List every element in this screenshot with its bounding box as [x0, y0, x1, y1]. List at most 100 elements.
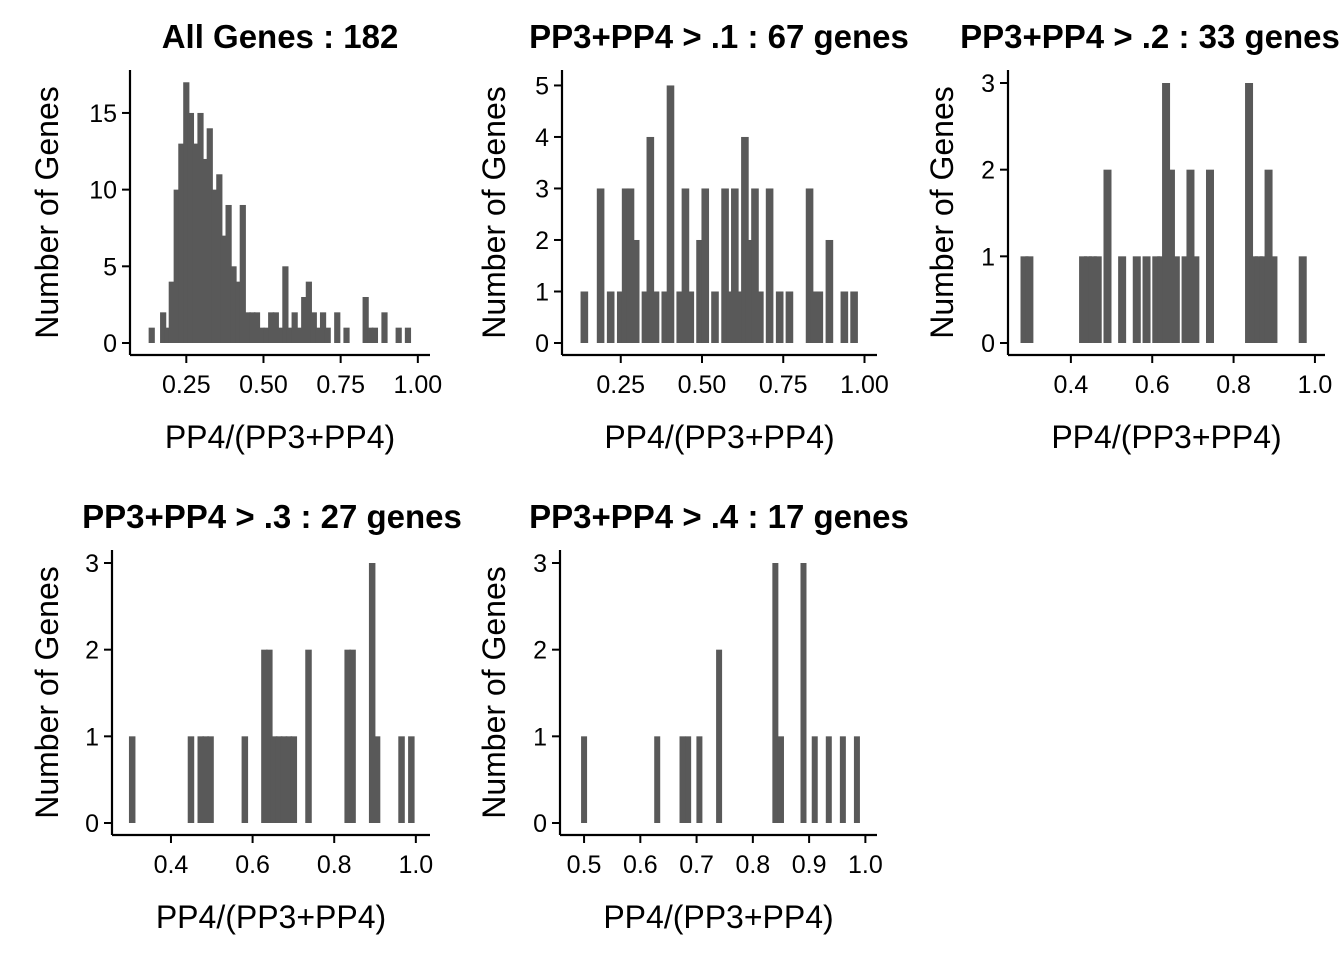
histogram-bar [654, 736, 661, 823]
x-tick-label: 0.8 [735, 851, 770, 879]
histogram-bar [621, 188, 630, 343]
histogram-bar [206, 128, 213, 343]
y-tick-label: 1 [535, 278, 549, 306]
histogram-bar [1254, 256, 1263, 343]
histogram-bar [1079, 256, 1088, 343]
histogram-bar [596, 188, 605, 343]
y-tick-label: 2 [981, 157, 995, 185]
histogram-bar [626, 188, 635, 343]
histogram-bar [148, 327, 155, 343]
y-tick-label: 1 [85, 723, 99, 751]
histogram-bar [696, 239, 704, 343]
histogram-bar [721, 188, 729, 343]
histogram-bar [606, 291, 615, 343]
histogram-bar [244, 312, 251, 343]
y-tick-label: 2 [535, 227, 549, 255]
histogram-bar [272, 312, 279, 343]
x-tick-label: 1.0 [398, 851, 433, 879]
histogram-bar [1264, 169, 1273, 343]
histogram-bar [731, 188, 739, 343]
histogram-bar [290, 736, 298, 823]
y-tick-label: 1 [533, 723, 547, 751]
histogram-bar [850, 291, 858, 343]
histogram-bar [408, 736, 415, 823]
panel-title: All Genes : 182 [162, 18, 399, 55]
histogram-bar [696, 736, 703, 823]
y-tick-label: 0 [535, 330, 549, 358]
histogram-bar [202, 736, 209, 823]
histogram-bar [296, 327, 303, 343]
histogram-bar [772, 563, 779, 823]
histogram-bar [661, 291, 670, 343]
y-tick-label: 0 [981, 330, 995, 358]
histogram-bar [285, 736, 293, 823]
histogram-panel-4: PP3+PP4 > .3 : 27 genes 0 1 2 3 0.4 0.6 0.8 1.0 P… [29, 498, 462, 935]
y-tick-label: 3 [533, 550, 547, 578]
histogram-bar [685, 736, 692, 823]
histogram-bar [1171, 256, 1180, 343]
histogram-bar [216, 174, 223, 343]
histogram-bar [160, 312, 167, 343]
histogram-bar [305, 649, 312, 823]
y-tick-label: 2 [85, 637, 99, 665]
histogram-bar [686, 291, 695, 343]
histogram-bar [839, 736, 846, 823]
histogram-bar [261, 649, 268, 823]
histogram-bar [258, 327, 265, 343]
y-tick-label: 15 [89, 100, 117, 128]
histogram-bar [373, 736, 381, 823]
histogram-bar [230, 266, 237, 343]
histogram-bar [1181, 256, 1190, 343]
x-tick-label: 0.25 [596, 371, 645, 399]
histogram-bar [192, 143, 199, 343]
histogram-panel-5: PP3+PP4 > .4 : 17 genes 0 1 2 3 0.5 0.6 0.7 0.8 0… [476, 498, 909, 935]
histogram-bar [1205, 169, 1214, 343]
histogram-bar [1186, 169, 1195, 343]
histogram-bar [1083, 256, 1092, 343]
y-tick-label: 3 [85, 550, 99, 578]
histogram-panel-2: PP3+PP4 > .1 : 67 genes 0 1 2 3 4 5 0.25 0.50 0.7… [476, 18, 909, 455]
histogram-bar [825, 239, 834, 343]
histogram-bar [398, 736, 405, 823]
histogram-bar [716, 649, 723, 823]
histogram-bar [736, 291, 744, 343]
x-tick-label: 0.4 [154, 851, 189, 879]
y-axis-label: Number of Genes [29, 86, 65, 339]
x-tick-label: 0.50 [678, 371, 727, 399]
histogram-bar [249, 312, 256, 343]
histogram-bar [1298, 256, 1307, 343]
y-tick-label: 3 [981, 70, 995, 98]
y-axis-label: Number of Genes [476, 86, 512, 339]
y-axis-label: Number of Genes [476, 566, 512, 819]
histogram-bar [800, 563, 807, 823]
histogram-panel-3: PP3+PP4 > .2 : 33 genes 0 1 2 3 0.4 0.6 0.8 1.0 P… [924, 18, 1340, 455]
histogram-bar [187, 112, 195, 343]
histogram-bar [183, 82, 190, 344]
histogram-bar [280, 736, 288, 823]
x-tick-label: 0.4 [1053, 371, 1088, 399]
histogram-bar [197, 736, 205, 823]
histogram-bar [168, 281, 175, 343]
histogram-bar [1191, 256, 1200, 343]
histogram-bar [765, 188, 774, 343]
histogram-bar [1259, 256, 1268, 343]
histogram-bar [349, 649, 356, 823]
histogram-bar [1093, 256, 1102, 343]
histogram-bar [810, 291, 819, 343]
histogram-bar [315, 327, 322, 343]
histogram-bar [651, 291, 660, 343]
y-tick-label: 5 [535, 72, 549, 100]
histogram-bar [631, 239, 640, 343]
x-tick-label: 0.8 [1216, 371, 1251, 399]
panel-title: PP3+PP4 > .4 : 17 genes [529, 498, 909, 535]
histogram-bar [286, 327, 294, 343]
histogram-bar [270, 736, 278, 823]
histogram-bar [785, 291, 794, 343]
histogram-bar [268, 312, 275, 343]
histogram-bar [805, 188, 814, 343]
histogram-bar [344, 649, 351, 823]
y-tick-label: 2 [533, 637, 547, 665]
histogram-bar [679, 736, 686, 823]
y-tick-label: 5 [103, 253, 117, 281]
histogram-bar [1157, 256, 1166, 343]
